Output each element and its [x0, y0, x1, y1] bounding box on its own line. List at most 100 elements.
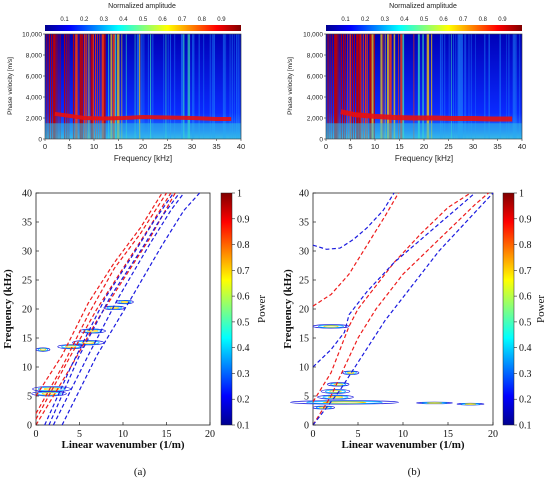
amplitude-stripe	[198, 34, 200, 139]
amplitude-stripe	[209, 34, 211, 139]
colorbar-tick-label: 0.4	[119, 17, 128, 23]
colorbar-tick-label: 0.4	[519, 343, 532, 354]
y-tick-label: 2,000	[307, 115, 324, 122]
y-tick-label: 6,000	[307, 73, 324, 80]
amplitude-stripe	[459, 34, 463, 139]
power-contour	[35, 347, 51, 352]
colorbar-ticks: 0.1 0.2 0.3 0.4 0.5 0.6 0.7 0.8 0.9	[341, 17, 507, 23]
colorbar-tick-label: 0.9	[237, 214, 250, 225]
colorbar-label: Power	[535, 295, 547, 323]
x-tick-label: 15	[114, 142, 122, 151]
colorbar-tick-label: 0.5	[139, 17, 148, 23]
x-tick-label: 10	[398, 429, 408, 440]
colorbar-tick-label: 0.7	[237, 266, 250, 277]
amplitude-stripe	[134, 34, 136, 139]
mode-line-blue	[52, 192, 185, 426]
colorbar-tick-label: 0.9	[498, 17, 507, 23]
y-tick-label: 0	[304, 421, 309, 432]
x-tick-label: 0	[34, 429, 39, 440]
colorbar	[502, 192, 515, 426]
colorbar-tick-label: 0.2	[80, 17, 89, 23]
amplitude-stripe	[203, 34, 205, 139]
amplitude-stripe	[426, 34, 430, 139]
amplitude-stripe	[125, 34, 127, 139]
colorbar-tick-label: 0.3	[381, 17, 390, 23]
amplitude-stripe	[55, 34, 57, 139]
amplitude-stripe	[88, 34, 90, 139]
y-tick-label: 5	[27, 392, 32, 403]
amplitude-stripe	[431, 34, 433, 139]
power-contour	[312, 324, 350, 329]
power-contour	[322, 401, 367, 404]
amplitude-stripe	[413, 34, 415, 139]
amplitude-stripe	[448, 34, 450, 139]
amplitude-stripe	[163, 34, 165, 139]
plot-area	[44, 33, 242, 140]
amplitude-stripe	[64, 34, 66, 139]
amplitude-stripe	[398, 34, 399, 139]
amplitude-stripe	[519, 34, 521, 139]
x-axis-label: Linear wavenumber (1/m)	[61, 439, 184, 451]
y-tick-label: 10,000	[303, 31, 323, 38]
amplitude-stripe	[238, 34, 240, 139]
mode-line-blue	[61, 192, 201, 426]
low-velocity-band	[326, 123, 522, 139]
colorbar-tick-label: 0.6	[519, 292, 532, 303]
colorbar-tick-label: 0.5	[420, 17, 429, 23]
amplitude-stripe	[165, 34, 167, 139]
amplitude-stripe	[121, 34, 123, 139]
amplitude-stripe	[329, 34, 331, 139]
colorbar-tick-label: 0.8	[519, 240, 532, 251]
amplitude-stripe	[68, 34, 70, 139]
amplitude-stripe	[455, 34, 457, 139]
amplitude-stripe	[99, 34, 101, 139]
amplitude-stripe	[508, 34, 510, 139]
colorbar	[220, 192, 233, 426]
power-contour	[290, 400, 399, 405]
amplitude-stripe	[174, 34, 176, 139]
x-tick-label: 40	[518, 142, 526, 151]
y-tick-label: 4,000	[307, 94, 324, 101]
x-tick-label: 0	[311, 429, 316, 440]
power-contour	[312, 405, 335, 410]
amplitude-stripe	[327, 34, 329, 139]
amplitude-stripe	[192, 34, 195, 139]
amplitude-stripe	[353, 34, 356, 139]
y-tick-label: 35	[22, 218, 32, 229]
colorbar-title: Normalized amplitude	[389, 3, 457, 10]
amplitude-stripe	[136, 34, 139, 139]
amplitude-stripe	[345, 34, 346, 139]
x-tick-label: 30	[188, 142, 196, 151]
mode-line-red	[312, 192, 400, 307]
power-contour	[118, 300, 132, 304]
plot-area	[325, 33, 523, 140]
colorbar-tick-label: 0.8	[237, 240, 250, 251]
amplitude-stripe	[236, 34, 238, 139]
mode-line-red	[312, 192, 489, 426]
x-axis-label: Frequency [kHz]	[114, 154, 172, 163]
colorbar-tick-label: 0.9	[519, 214, 532, 225]
power-contour	[344, 371, 357, 375]
amplitude-stripe	[384, 34, 386, 139]
amplitude-stripe	[139, 34, 141, 139]
amplitude-stripe	[143, 34, 145, 139]
x-tick-label: 25	[163, 142, 171, 151]
amplitude-stripe	[373, 34, 375, 139]
amplitude-stripe	[94, 34, 97, 139]
colorbar-tick-label: 0.8	[198, 17, 207, 23]
amplitude-stripe	[150, 34, 152, 139]
y-tick-label: 35	[299, 218, 309, 229]
power-contours	[290, 324, 485, 410]
amplitude-stripe	[457, 34, 461, 139]
amplitude-stripe	[349, 34, 351, 139]
axes: 0 5 10 15 20 0 5 10 15 20 25 30 35 40	[299, 189, 498, 441]
x-tick-label: 15	[162, 429, 172, 440]
amplitude-stripe	[214, 34, 216, 139]
amplitude-stripe	[512, 34, 516, 139]
power-contour	[76, 340, 100, 345]
y-tick-label: 20	[22, 305, 32, 316]
amplitude-stripe	[461, 34, 463, 139]
y-tick-label: 8,000	[26, 52, 43, 59]
x-tick-label: 20	[488, 429, 498, 440]
power-contour	[65, 345, 77, 348]
